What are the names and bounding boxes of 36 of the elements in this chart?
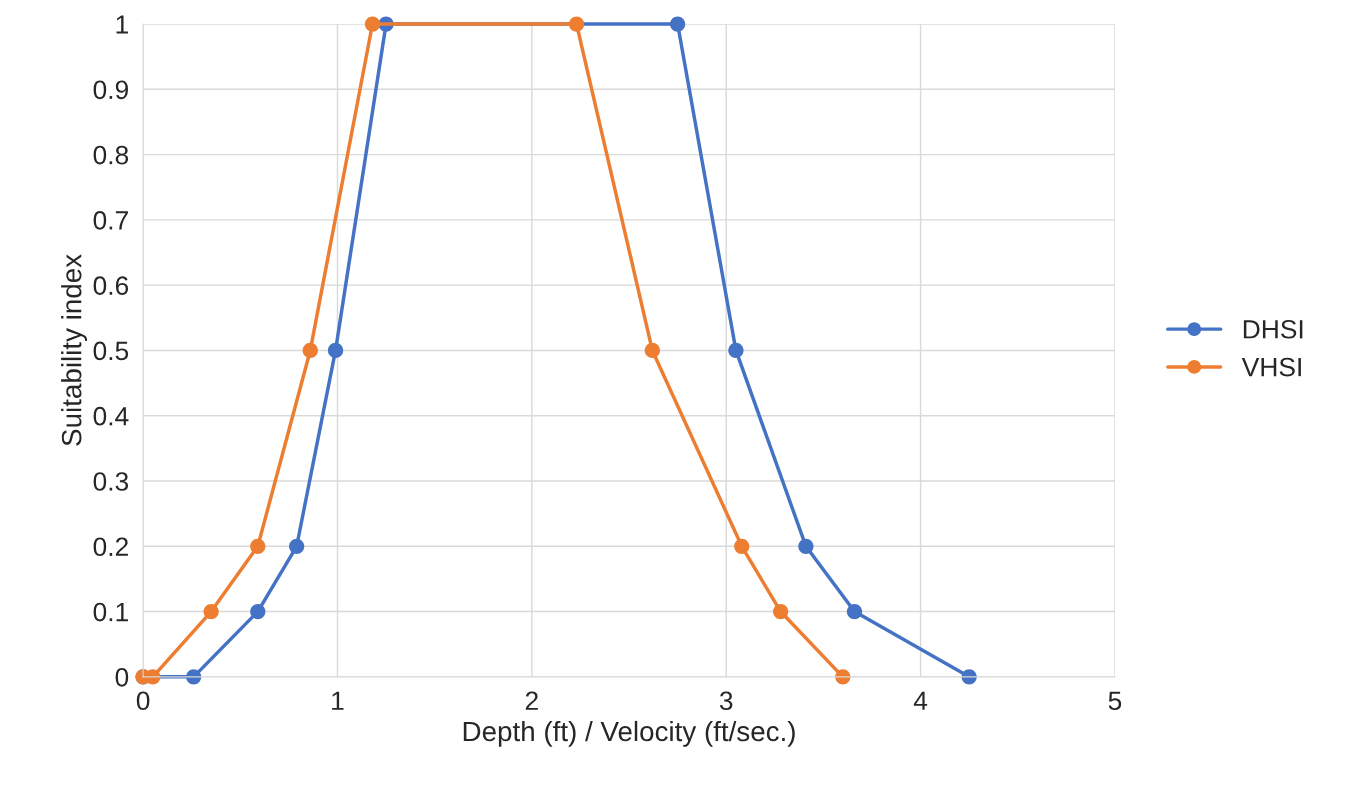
point — [250, 603, 266, 620]
point — [302, 342, 318, 359]
point — [846, 603, 863, 620]
x-tick-label: 1 — [332, 691, 344, 710]
y-tick-label: 0.6 — [93, 276, 129, 295]
x-tick-label: 2 — [525, 691, 538, 710]
point — [772, 603, 789, 620]
x-tick-label: 4 — [913, 691, 928, 710]
point — [327, 342, 344, 359]
y-tick-label: 0.5 — [93, 341, 129, 361]
legend-label: VHSI — [1241, 357, 1301, 377]
point — [734, 538, 750, 554]
legend-label: DHSI — [1243, 319, 1303, 339]
y-tick-label: 0.4 — [93, 406, 129, 426]
y-tick-label: 0.1 — [93, 602, 128, 622]
y-tick-label: 0.2 — [93, 537, 128, 557]
y-axis-title: Suitability index — [61, 254, 87, 446]
point — [364, 16, 381, 32]
x-tick-label: 3 — [719, 691, 733, 711]
y-tick-label: 1 — [116, 15, 128, 34]
point — [203, 603, 219, 620]
point — [798, 538, 814, 554]
point — [289, 538, 305, 554]
point — [644, 342, 660, 359]
x-tick-label: 5 — [1108, 691, 1122, 711]
y-tick-label: 0.9 — [93, 80, 128, 100]
x-axis-title: Depth (ft) / Velocity (ft/sec.) — [463, 720, 795, 747]
point — [250, 538, 266, 554]
point — [728, 342, 744, 359]
point — [568, 16, 585, 32]
y-tick-label: 0.3 — [93, 472, 129, 491]
x-tick-label: 0 — [136, 691, 150, 711]
y-tick-label: 0.7 — [93, 211, 128, 230]
point — [669, 16, 686, 32]
y-tick-label: 0 — [115, 667, 129, 687]
y-tick-label: 0.8 — [93, 145, 129, 165]
